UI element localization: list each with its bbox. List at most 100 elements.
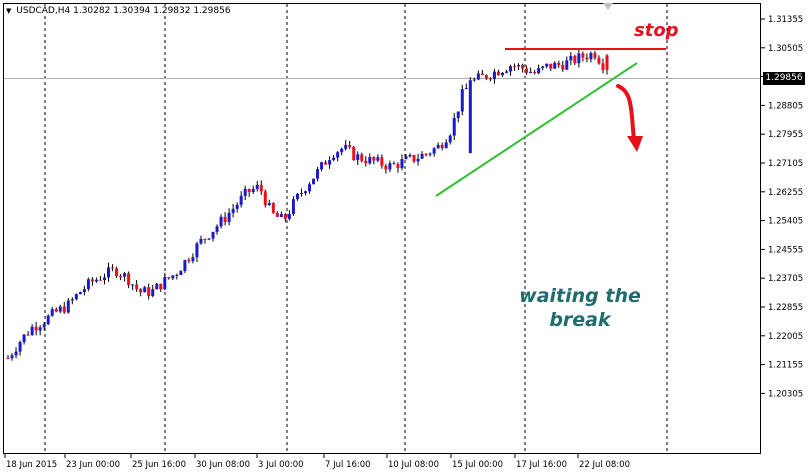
candle [525,65,529,75]
candle-body [316,169,320,179]
candle-body [175,275,179,277]
candle-body [139,288,143,293]
candle-body [404,156,408,160]
support-trend-line [435,62,638,197]
candle [239,191,243,208]
candle [428,152,432,157]
candle-body [98,279,102,281]
time-tick-label: 3 Jul 00:00 [258,460,304,470]
candle [175,273,179,280]
candle-body [243,188,247,196]
time-tick-label: 30 Jun 08:00 [196,460,250,470]
candle-body [424,153,428,155]
ohlc-values: 1.30282 1.30394 1.29832 1.29856 [73,6,231,16]
candle-body [332,157,336,161]
waiting-break-annotation[interactable]: waiting the break [519,285,641,331]
candle-body [440,144,444,149]
candle [255,180,259,192]
candle-body [299,193,303,195]
candle-body [308,184,312,192]
candle [545,63,549,69]
candle [396,162,400,173]
price-tick-label: 1.23705 [768,274,803,284]
stop-annotation[interactable]: stop [634,20,679,41]
candle-body [537,68,541,74]
candle [420,151,424,160]
candle [440,142,444,151]
candle [50,306,54,317]
candle-body [267,203,271,206]
candle-body [605,55,609,70]
candle [565,56,569,71]
candle-body [492,71,496,79]
candle-body [135,284,139,289]
candle [42,322,46,331]
candle [352,145,356,161]
candle-body [336,152,340,158]
candle-body [476,73,480,80]
candle [283,213,287,223]
candle [203,238,207,244]
time-tick-label: 17 Jul 16:00 [516,460,567,470]
candle-body [525,68,529,73]
candle-body [456,111,460,119]
candle [231,203,235,218]
candle-body [529,71,533,73]
candle-body [111,267,115,269]
candle [476,70,480,81]
candle-body [420,153,424,159]
price-tick-label: 1.25405 [768,217,803,227]
candle-body [179,271,183,276]
candle-body [167,277,171,279]
candle [513,63,517,71]
candle [70,297,74,305]
candle-body [400,159,404,169]
candle-body [42,324,46,328]
candle-body [159,283,163,290]
candle-body [348,144,352,148]
candle-body [239,195,243,205]
candle-body [388,163,392,170]
candle [328,156,332,169]
triangle-down-icon[interactable]: ▼ [6,7,12,15]
candle-body [207,238,211,240]
candle-body [163,277,167,290]
candle [308,182,312,194]
candle [601,58,605,74]
candle [299,188,303,197]
candle [131,284,135,291]
price-tick-label: 1.22005 [768,332,803,342]
candle [30,324,34,336]
candle [468,77,472,154]
candle-body [58,306,62,312]
candle [380,154,384,169]
candle-body [231,208,235,213]
candle [360,152,364,163]
candle [223,212,227,226]
candle-body [513,66,517,68]
candle [22,334,26,345]
candle [259,180,263,196]
candle-body [279,214,283,217]
candle [320,161,324,172]
candle-body [10,355,14,359]
candle-body [553,62,557,69]
candle [356,151,360,166]
candle [143,285,147,293]
chart-shift-marker[interactable] [603,3,613,10]
candle [167,276,171,280]
candle [267,199,271,206]
candle-body [195,243,199,258]
price-tick-label: 1.21155 [768,361,803,371]
candle [94,277,98,283]
candle [235,202,239,213]
time-tick-label: 10 Jul 08:00 [388,460,439,470]
candle [456,111,460,123]
candle-body [372,157,376,161]
candle [388,160,392,173]
candle [179,270,183,276]
candle-body [468,80,472,154]
candle-body [107,267,111,278]
